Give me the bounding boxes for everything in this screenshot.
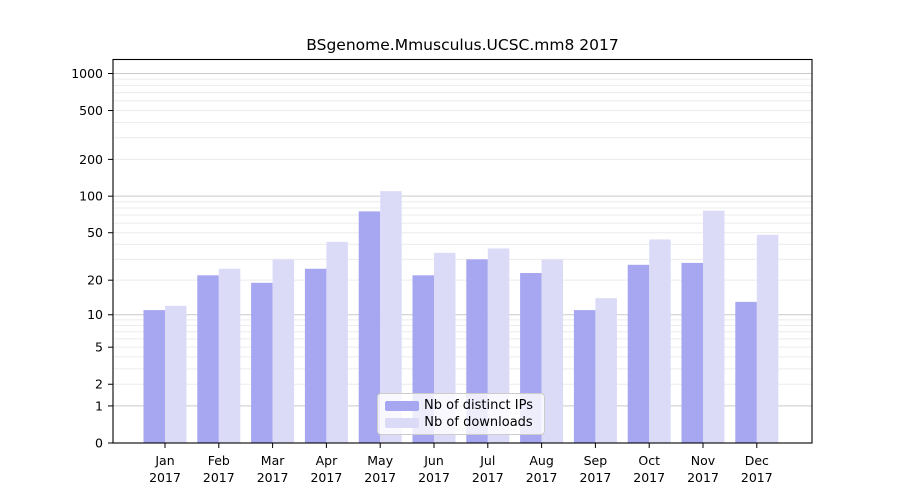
x-tick-label-year: 2017: [149, 470, 181, 485]
x-tick-label-year: 2017: [364, 470, 396, 485]
x-tick-label-month: Mar: [261, 453, 285, 468]
bar-jan-series1: [165, 305, 187, 443]
bar-nov-series0: [681, 262, 703, 443]
y-tick-label: 200: [79, 152, 103, 167]
x-tick-label-year: 2017: [633, 470, 665, 485]
y-tick-label: 0: [95, 435, 103, 450]
bar-apr-series0: [304, 268, 327, 443]
bar-mar-series1: [272, 259, 295, 443]
bar-oct-series1: [649, 239, 671, 443]
legend-label-distinct-ips: Nb of distinct IPs: [424, 398, 533, 413]
x-tick-label-month: Jul: [479, 453, 495, 468]
bar-sep-series1: [595, 298, 617, 443]
x-tick-label-month: Jan: [154, 453, 174, 468]
x-tick-label-year: 2017: [741, 470, 773, 485]
x-tick-label-month: Nov: [691, 453, 716, 468]
x-tick-label-month: Sep: [584, 453, 608, 468]
x-tick-label-month: Dec: [745, 453, 769, 468]
y-tick-label: 500: [79, 103, 103, 118]
legend: Nb of distinct IPs Nb of downloads: [377, 393, 545, 435]
y-tick-label: 5: [95, 340, 103, 355]
bar-oct-series0: [627, 264, 650, 443]
x-tick-label-month: May: [367, 453, 393, 468]
bar-may-series0: [358, 211, 381, 443]
bar-jan-series0: [143, 310, 165, 443]
x-tick-label-year: 2017: [687, 470, 719, 485]
bar-feb-series0: [197, 275, 219, 443]
bar-sep-series0: [573, 310, 596, 443]
y-tick-label: 10: [87, 307, 103, 322]
legend-item-downloads: Nb of downloads: [385, 415, 538, 430]
bar-mar-series0: [251, 282, 273, 443]
legend-swatch-downloads: [385, 417, 419, 428]
chart-title: BSgenome.Mmusculus.UCSC.mm8 2017: [306, 36, 619, 54]
x-tick-label-month: Apr: [316, 453, 338, 468]
bar-feb-series1: [218, 268, 241, 443]
bar-apr-series1: [326, 241, 348, 443]
legend-swatch-distinct-ips: [385, 400, 419, 411]
x-tick-label-month: Oct: [638, 453, 660, 468]
y-tick-label: 20: [87, 273, 103, 288]
y-tick-label: 2: [95, 377, 103, 392]
x-tick-label-year: 2017: [472, 470, 504, 485]
x-tick-label-year: 2017: [579, 470, 611, 485]
y-tick-label: 1000: [71, 66, 103, 81]
legend-label-downloads: Nb of downloads: [424, 415, 533, 430]
x-tick-label-year: 2017: [418, 470, 450, 485]
bar-may-series1: [380, 191, 402, 443]
bar-dec-series1: [756, 234, 779, 443]
bar-aug-series1: [541, 259, 564, 443]
x-tick-label-year: 2017: [203, 470, 235, 485]
y-tick-label: 100: [79, 189, 103, 204]
x-tick-label-month: Jun: [423, 453, 444, 468]
x-tick-label-month: Aug: [529, 453, 553, 468]
y-tick-label: 1: [95, 398, 103, 413]
plot-frame: [112, 58, 813, 444]
bar-nov-series1: [703, 210, 725, 443]
x-tick-label-year: 2017: [310, 470, 342, 485]
legend-item-distinct-ips: Nb of distinct IPs: [385, 398, 538, 413]
y-tick-label: 50: [87, 225, 103, 240]
bar-dec-series0: [735, 301, 757, 443]
x-tick-label-year: 2017: [526, 470, 558, 485]
x-tick-label-month: Feb: [208, 453, 230, 468]
x-tick-label-year: 2017: [257, 470, 289, 485]
